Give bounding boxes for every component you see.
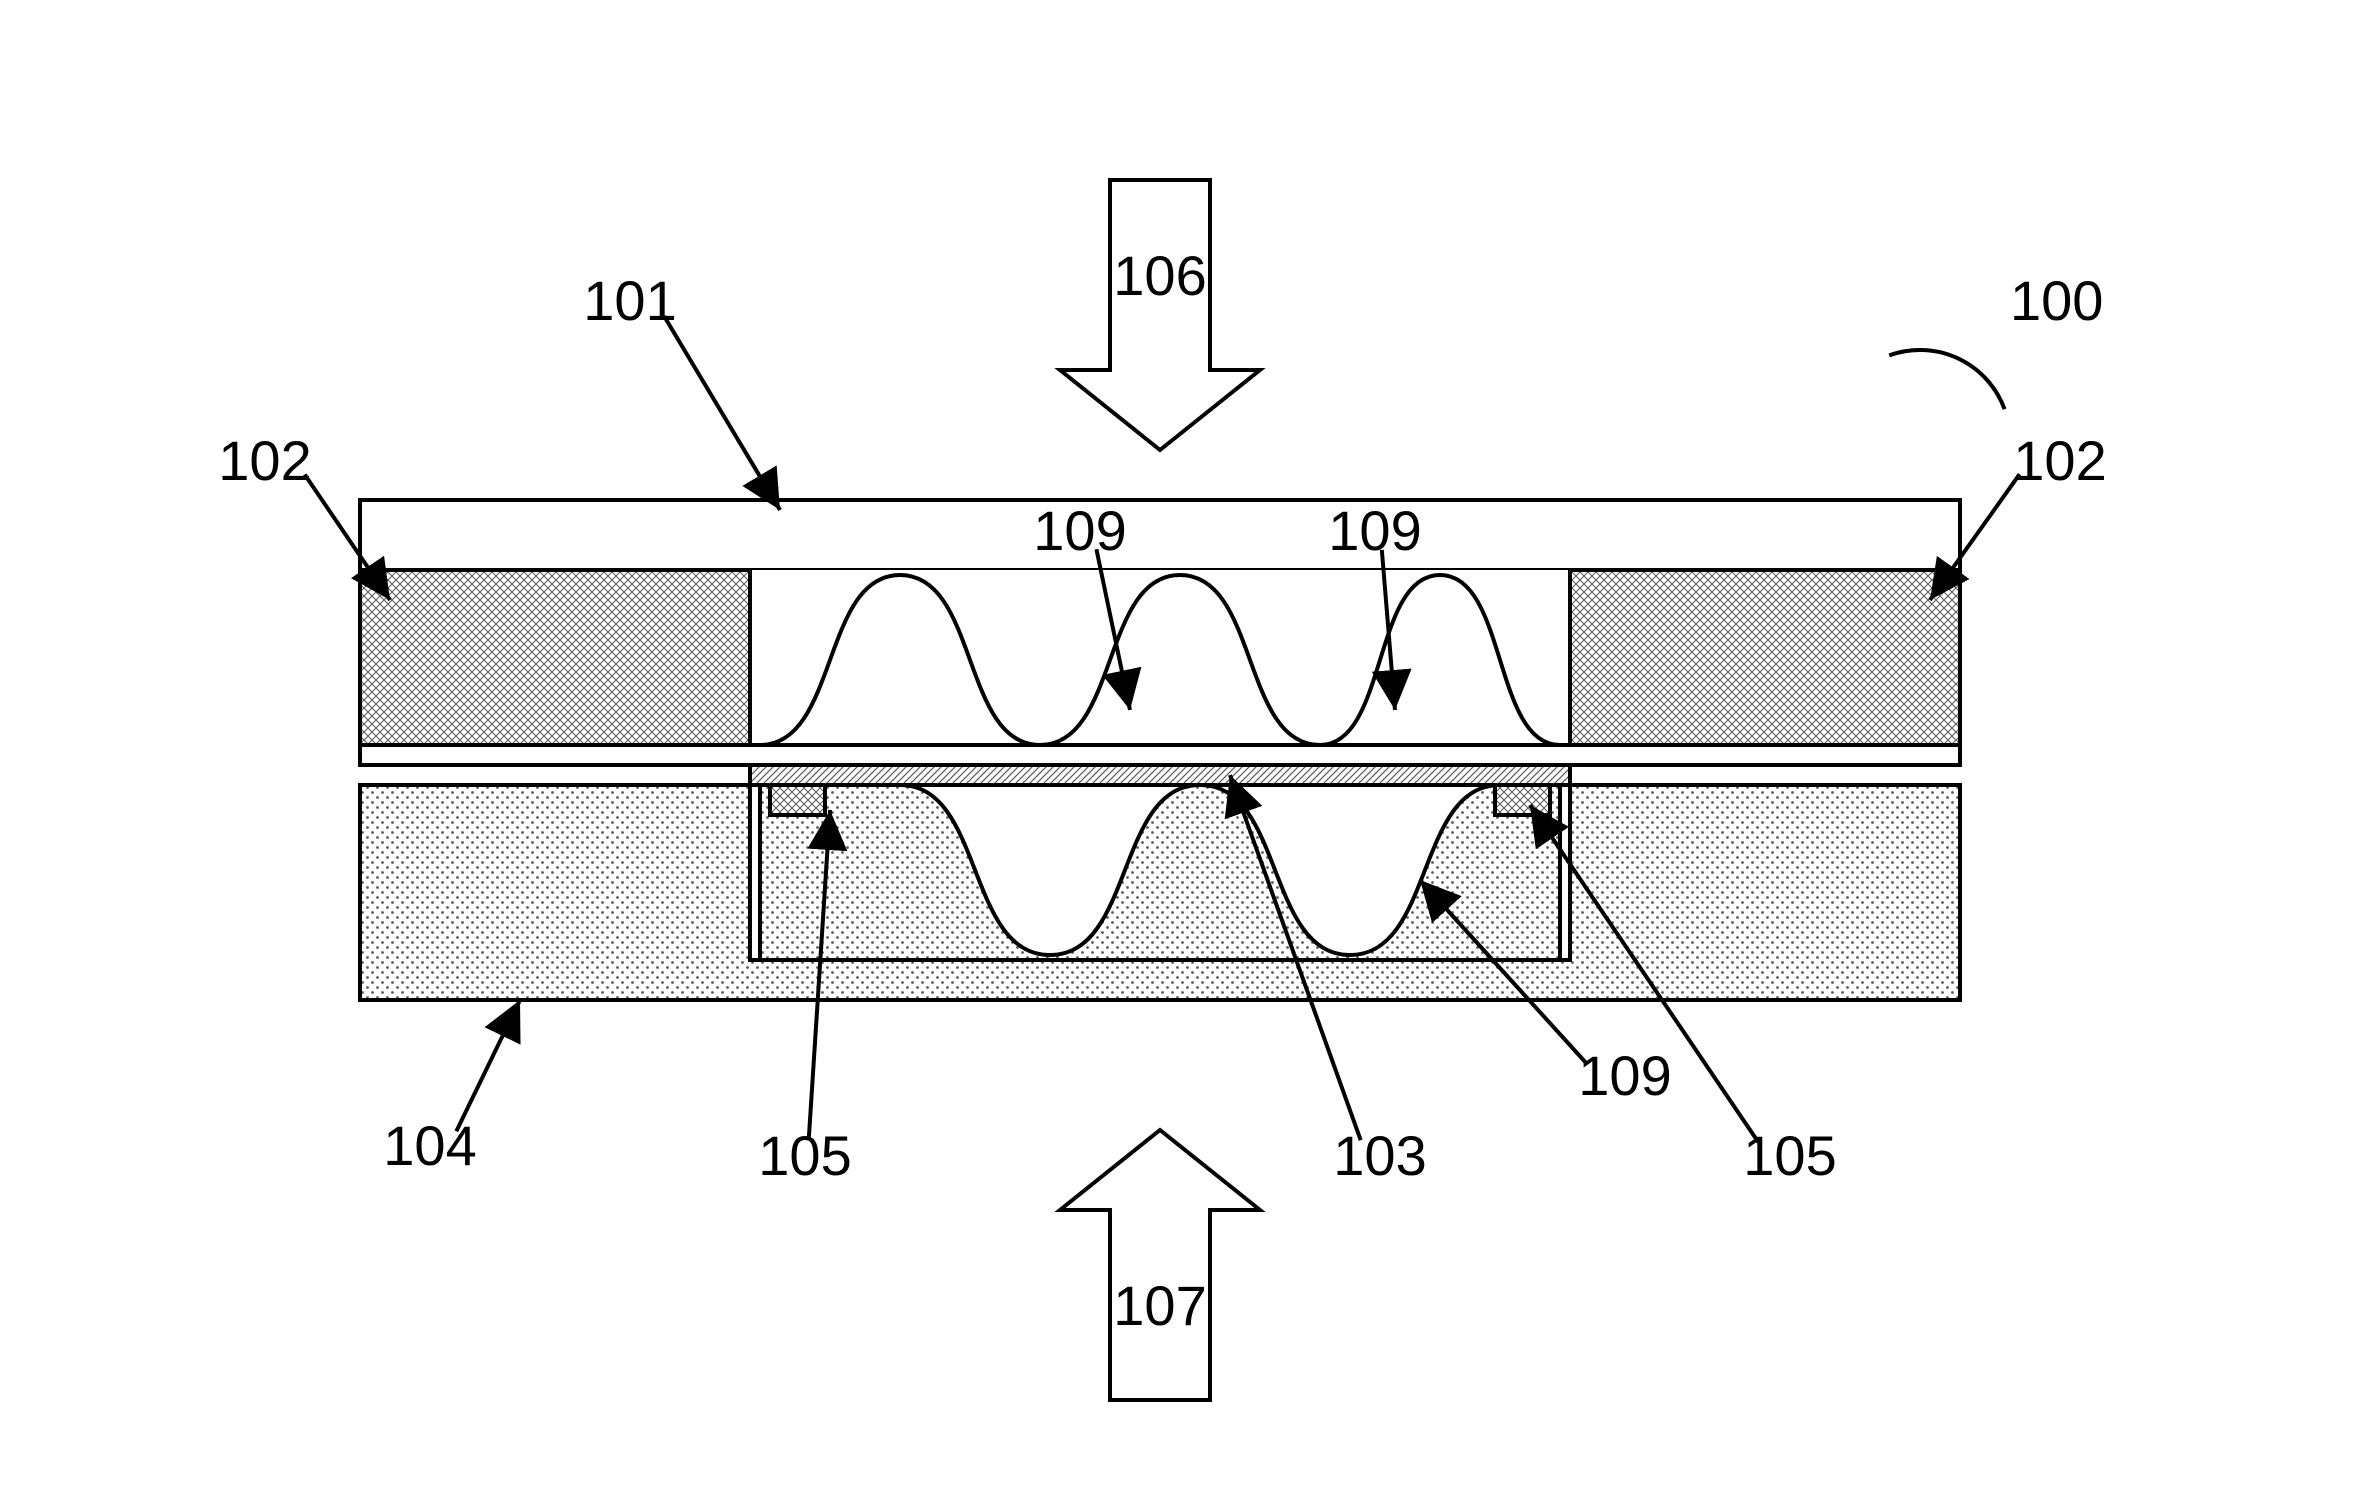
gap-strip (360, 745, 1960, 765)
upper-cavity (750, 570, 1570, 745)
side-block-left (360, 570, 750, 745)
diagram-canvas: 106 107 100 101 102 102 104 105 103 109 105 109 109 (0, 0, 2377, 1489)
force-arrow-bottom-label: 107 (1113, 1274, 1206, 1337)
membrane (750, 765, 1570, 785)
ref-label-101: 101 (583, 269, 676, 332)
top-plate (360, 500, 1960, 570)
ref-label-100: 100 (2010, 269, 2103, 332)
leader-line (456, 1000, 520, 1131)
ref-100-arc (1889, 350, 2004, 409)
ref-label-102: 102 (2013, 429, 2106, 492)
support-left (770, 785, 825, 815)
ref-label-104: 104 (383, 1114, 476, 1177)
ref-label-102: 102 (218, 429, 311, 492)
force-arrow-bottom (1060, 1130, 1260, 1400)
ref-label-103: 103 (1333, 1124, 1426, 1187)
ref-label-109: 109 (1033, 499, 1126, 562)
ref-label-109: 109 (1328, 499, 1421, 562)
force-arrow-top-label: 106 (1113, 244, 1206, 307)
leader-line (664, 316, 780, 510)
side-block-right (1570, 570, 1960, 745)
support-right (1495, 785, 1550, 815)
force-arrow-top (1060, 180, 1260, 450)
ref-label-105: 105 (758, 1124, 851, 1187)
ref-label-105: 105 (1743, 1124, 1836, 1187)
ref-label-109: 109 (1578, 1044, 1671, 1107)
